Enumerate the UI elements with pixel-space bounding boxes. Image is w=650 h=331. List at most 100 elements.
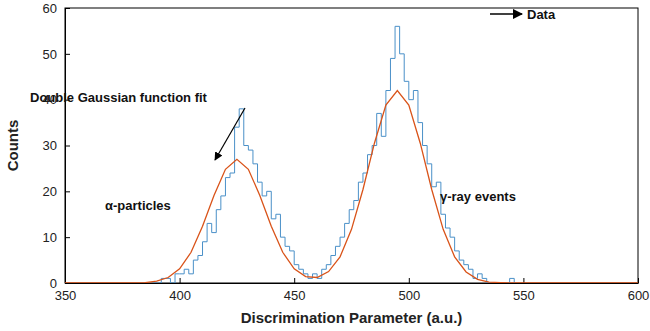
x-tick-mark xyxy=(180,278,181,283)
x-tick-label: 350 xyxy=(55,288,77,303)
histogram-bin xyxy=(193,260,198,274)
y-tick-label: 10 xyxy=(43,230,57,245)
histogram-bin xyxy=(459,251,464,260)
x-tick-mark xyxy=(523,278,524,283)
histogram-bin xyxy=(184,269,189,274)
y-tick-mark xyxy=(65,54,70,55)
x-tick: 400 xyxy=(169,278,191,303)
histogram-bin xyxy=(271,191,276,219)
chart: 3504004505005506000102030405060Discrimin… xyxy=(0,0,650,331)
histogram-bin xyxy=(445,214,450,228)
histogram-bin xyxy=(409,81,414,99)
histogram-bin xyxy=(303,269,308,274)
x-tick-mark xyxy=(638,278,639,283)
histogram-bin xyxy=(395,26,400,58)
histogram-bin xyxy=(468,265,473,270)
annotation-arrow xyxy=(490,13,522,15)
histogram-bin xyxy=(262,182,267,196)
x-tick-label: 400 xyxy=(169,288,191,303)
histogram-bin xyxy=(230,173,235,178)
x-tick: 500 xyxy=(398,278,420,303)
histogram-bin xyxy=(225,178,230,196)
histogram-bin xyxy=(212,223,217,232)
histogram-bin xyxy=(413,91,418,100)
histogram-bin xyxy=(386,91,391,137)
y-tick-label: 60 xyxy=(43,1,57,16)
histogram-bin xyxy=(423,123,428,146)
histogram-bin xyxy=(400,26,405,53)
histogram-bin xyxy=(432,164,437,187)
histogram-bin xyxy=(198,256,203,261)
histogram-bin xyxy=(267,191,272,196)
annotation: α-particles xyxy=(105,198,171,213)
x-tick: 600 xyxy=(628,278,650,303)
histogram-bin xyxy=(248,146,253,151)
y-tick-mark xyxy=(65,191,70,192)
histogram-bin xyxy=(221,196,226,210)
x-tick-label: 500 xyxy=(398,288,420,303)
histogram-bin xyxy=(335,246,340,255)
histogram-bin xyxy=(390,58,395,90)
histogram-bin xyxy=(175,274,180,283)
histogram-bin xyxy=(482,274,487,279)
y-tick: 60 xyxy=(43,1,70,16)
y-tick-label: 50 xyxy=(43,46,57,61)
histogram-bin xyxy=(258,164,263,182)
histogram-bin xyxy=(294,251,299,265)
histogram-bin xyxy=(450,228,455,237)
x-axis: 350 400 450 500 550 600 xyxy=(55,278,650,303)
x-axis-title: Discrimination Parameter (a.u.) xyxy=(241,309,463,326)
histogram-bin xyxy=(170,278,175,283)
histogram-bin xyxy=(436,182,441,187)
y-axis: 0102030405060 xyxy=(43,1,70,291)
histogram-bin xyxy=(180,273,185,274)
histogram-bin xyxy=(235,127,240,173)
y-tick-label: 0 xyxy=(50,276,57,291)
y-tick-label: 30 xyxy=(43,138,57,153)
plot: 3504004505005506000102030405060 xyxy=(43,1,650,304)
histogram-bin xyxy=(203,242,208,256)
y-tick-label: 20 xyxy=(43,184,57,199)
marks xyxy=(65,26,638,283)
annotation: Data xyxy=(527,7,556,22)
histogram-bin xyxy=(464,260,469,265)
y-tick-mark xyxy=(65,283,70,284)
histogram-bin xyxy=(290,246,295,251)
y-tick: 10 xyxy=(43,230,70,245)
histogram-bin xyxy=(276,214,281,219)
histogram-bin xyxy=(418,91,423,123)
x-tick-mark xyxy=(294,278,295,283)
x-tick-label: 450 xyxy=(284,288,306,303)
x-tick-label: 600 xyxy=(628,288,650,303)
histogram-bin xyxy=(189,269,194,274)
annotation-arrow xyxy=(215,108,245,160)
x-tick: 450 xyxy=(284,278,306,303)
histogram-bin xyxy=(157,283,162,284)
y-tick: 50 xyxy=(43,46,70,61)
y-tick: 20 xyxy=(43,184,70,199)
annotations: Data Double Gaussian function fit α-partic… xyxy=(30,7,556,213)
y-tick: 0 xyxy=(50,276,70,291)
annotation: Double Gaussian function fit xyxy=(30,90,208,105)
histogram-bin xyxy=(340,237,345,246)
x-tick: 550 xyxy=(513,278,535,303)
histogram-bin xyxy=(349,210,354,224)
histogram-bin xyxy=(152,283,157,284)
x-axis-line xyxy=(66,283,639,284)
histogram-bin xyxy=(404,54,409,82)
y-tick-mark xyxy=(65,237,70,238)
annotation: γ-ray events xyxy=(440,189,516,204)
histogram-bin xyxy=(478,274,483,279)
histogram-bin xyxy=(455,237,460,251)
y-tick: 30 xyxy=(43,138,70,153)
histogram-bin xyxy=(299,265,304,270)
x-tick-mark xyxy=(409,278,410,283)
fit-line xyxy=(65,91,638,284)
y-tick-mark xyxy=(65,146,70,147)
plot-frame xyxy=(65,8,638,283)
y-axis-title: Counts xyxy=(4,120,21,172)
histogram-bin xyxy=(285,237,290,246)
histogram-bin xyxy=(280,214,285,237)
y-tick-mark xyxy=(65,8,70,9)
histogram-bin xyxy=(253,150,258,164)
